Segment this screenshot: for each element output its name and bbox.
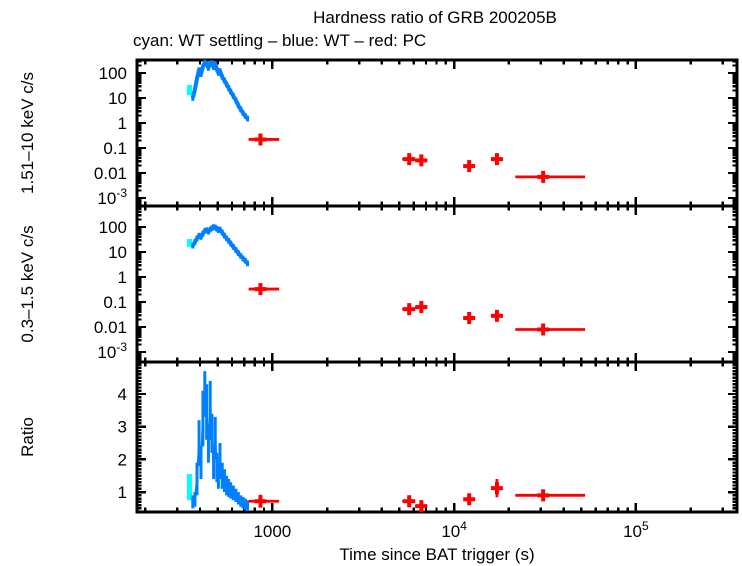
svg-text:10-3: 10-3 bbox=[97, 186, 127, 208]
svg-text:1: 1 bbox=[118, 268, 127, 287]
chart-legend-text: cyan: WT settling – blue: WT – red: PC bbox=[133, 31, 427, 50]
x-axis-label: Time since BAT trigger (s) bbox=[339, 545, 535, 564]
svg-text:10: 10 bbox=[108, 243, 127, 262]
svg-text:1000: 1000 bbox=[253, 522, 291, 541]
svg-text:0.01: 0.01 bbox=[94, 164, 127, 183]
svg-text:10: 10 bbox=[108, 89, 127, 108]
svg-text:100: 100 bbox=[99, 64, 127, 83]
svg-text:10-3: 10-3 bbox=[97, 340, 127, 362]
svg-text:0.1: 0.1 bbox=[103, 293, 127, 312]
svg-text:0.01: 0.01 bbox=[94, 318, 127, 337]
svg-text:2: 2 bbox=[118, 450, 127, 469]
svg-text:3: 3 bbox=[118, 418, 127, 437]
chart-title: Hardness ratio of GRB 200205B bbox=[313, 8, 557, 27]
svg-text:105: 105 bbox=[623, 519, 649, 541]
svg-text:104: 104 bbox=[441, 519, 467, 541]
svg-text:100: 100 bbox=[99, 218, 127, 237]
svg-text:1: 1 bbox=[118, 483, 127, 502]
svg-text:1: 1 bbox=[118, 114, 127, 133]
svg-text:0.1: 0.1 bbox=[103, 139, 127, 158]
svg-text:4: 4 bbox=[118, 385, 127, 404]
